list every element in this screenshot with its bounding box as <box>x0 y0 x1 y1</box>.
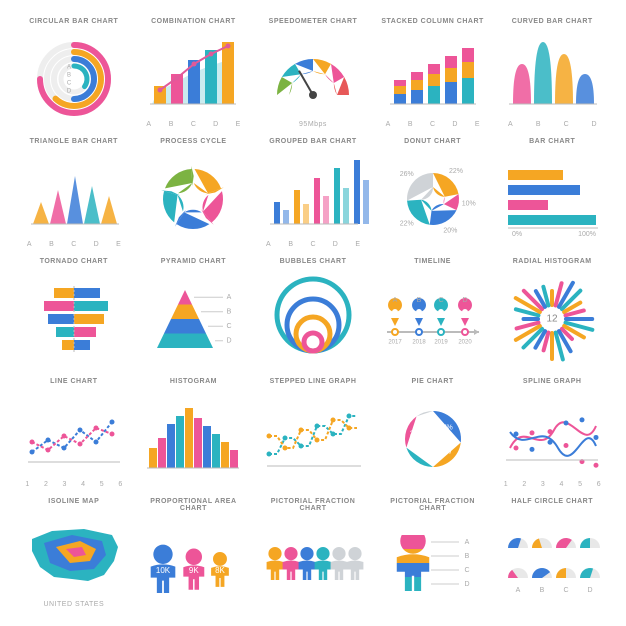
title: ISOLINE MAP <box>48 498 99 505</box>
title: COMBINATION CHART <box>151 18 236 25</box>
tornado-chart: TORNADO CHART <box>18 258 130 368</box>
process-cycle-chart: PROCESS CYCLE <box>138 138 250 248</box>
svg-text:C: C <box>438 296 443 303</box>
svg-text:C: C <box>564 586 569 593</box>
stacked-column-chart: STACKED COLUMN CHART ABCDE <box>377 18 489 128</box>
svg-text:22%: 22% <box>399 220 413 227</box>
triangle-bar-chart: TRIANGLE BAR CHART ABCDE <box>18 138 130 248</box>
title: STACKED COLUMN CHART <box>381 18 483 25</box>
title: SPEEDOMETER CHART <box>269 18 358 25</box>
svg-text:23%: 23% <box>437 448 451 455</box>
isoline-map-chart: ISOLINE MAP UNITED STATES <box>18 498 130 608</box>
svg-text:9K: 9K <box>189 566 199 575</box>
pictorial-fraction-chart: PICTORIAL FRACTION CHART <box>257 498 369 608</box>
title: RADIAL HISTOGRAM <box>513 258 592 265</box>
svg-text:27%: 27% <box>438 424 452 431</box>
donut-chart: DONUT CHART 22% 10% 20% 22% 26% <box>377 138 489 248</box>
svg-text:B: B <box>464 553 469 560</box>
title: TRIANGLE BAR CHART <box>30 138 118 145</box>
svg-text:20%: 20% <box>409 430 423 437</box>
svg-text:2019: 2019 <box>434 339 448 345</box>
title: BUBBLES CHART <box>280 258 347 265</box>
svg-text:2018: 2018 <box>412 339 426 345</box>
svg-text:10%: 10% <box>461 200 475 207</box>
combination-chart: COMBINATION CHART ABCDE <box>138 18 250 128</box>
title: CURVED BAR CHART <box>512 18 593 25</box>
svg-text:D: D <box>464 581 469 588</box>
title: GROUPED BAR CHART <box>269 138 356 145</box>
timeline-chart: TIMELINE A 2017 B 2018 C 2019 D 2020 <box>377 258 489 368</box>
svg-text:8K: 8K <box>215 566 225 575</box>
bubbles-chart: BUBBLES CHART <box>257 258 369 368</box>
title: PICTORIAL FRACTION CHART <box>257 498 369 512</box>
svg-text:A: A <box>516 586 521 593</box>
svg-text:B: B <box>227 308 232 315</box>
grouped-bar-chart: GROUPED BAR CHART ABCDE <box>257 138 369 248</box>
svg-text:A: A <box>464 539 469 546</box>
circular-bar-chart: CIRCULAR BAR CHART ABCD <box>18 18 130 128</box>
histogram-chart: HISTOGRAM <box>138 378 250 488</box>
svg-text:D: D <box>227 337 232 344</box>
speed-value: 95Mbps <box>299 121 327 128</box>
svg-text:26%: 26% <box>399 171 413 178</box>
pictorial-single-chart: PICTORIAL FRACTION CHART ABCD <box>377 498 489 608</box>
title: BAR CHART <box>529 138 575 145</box>
svg-text:D: D <box>462 296 467 303</box>
svg-text:20%: 20% <box>443 227 457 234</box>
svg-text:100%: 100% <box>578 230 596 237</box>
title: SPLINE GRAPH <box>523 378 582 385</box>
line-chart: LINE CHART 123456 <box>18 378 130 488</box>
svg-text:2020: 2020 <box>458 339 472 345</box>
proportional-area-chart: PROPORTIONAL AREA CHART 10K 9K 8K <box>138 498 250 608</box>
title: TORNADO CHART <box>40 258 108 265</box>
curved-bar-chart: CURVED BAR CHART ABCD <box>496 18 608 128</box>
title: DONUT CHART <box>404 138 461 145</box>
title: LINE CHART <box>50 378 97 385</box>
map-sub: UNITED STATES <box>43 601 104 608</box>
title: PICTORIAL FRACTION CHART <box>377 498 489 512</box>
spline-chart: SPLINE GRAPH 123456 <box>496 378 608 488</box>
svg-text:20%: 20% <box>416 449 430 456</box>
pyramid-chart: PYRAMID CHART AB CD <box>138 258 250 368</box>
radial-histogram-chart: RADIAL HISTOGRAM 12 <box>496 258 608 368</box>
title: TIMELINE <box>414 258 451 265</box>
title: HISTOGRAM <box>170 378 217 385</box>
title: HALF CIRCLE CHART <box>511 498 593 505</box>
bar-chart: BAR CHART 0% 100% <box>496 138 608 248</box>
title: STEPPED LINE GRAPH <box>270 378 357 385</box>
svg-text:A: A <box>227 294 232 301</box>
svg-text:C: C <box>464 567 469 574</box>
svg-text:2017: 2017 <box>388 339 402 345</box>
title: PROCESS CYCLE <box>160 138 226 145</box>
svg-text:10%: 10% <box>420 419 434 426</box>
svg-text:22%: 22% <box>449 168 463 175</box>
half-circle-chart: HALF CIRCLE CHART A B C D <box>496 498 608 608</box>
svg-text:0%: 0% <box>512 230 522 237</box>
svg-text:C: C <box>67 80 72 86</box>
svg-text:B: B <box>67 72 71 78</box>
speedometer-chart: SPEEDOMETER CHART 95Mbps <box>257 18 369 128</box>
stepped-line-chart: STEPPED LINE GRAPH <box>257 378 369 488</box>
svg-text:10K: 10K <box>156 566 171 575</box>
title: CIRCULAR BAR CHART <box>29 18 118 25</box>
title: PYRAMID CHART <box>161 258 226 265</box>
svg-text:D: D <box>67 88 72 94</box>
svg-text:A: A <box>67 64 71 70</box>
pie-chart: PIE CHART 27% 23% 20% 20% 10% <box>377 378 489 488</box>
svg-text:B: B <box>540 586 545 593</box>
svg-text:B: B <box>416 296 421 303</box>
svg-text:D: D <box>588 586 593 593</box>
svg-text:12: 12 <box>547 313 559 324</box>
title: PIE CHART <box>411 378 453 385</box>
svg-text:A: A <box>392 296 397 303</box>
svg-text:C: C <box>227 323 232 330</box>
title: PROPORTIONAL AREA CHART <box>138 498 250 512</box>
